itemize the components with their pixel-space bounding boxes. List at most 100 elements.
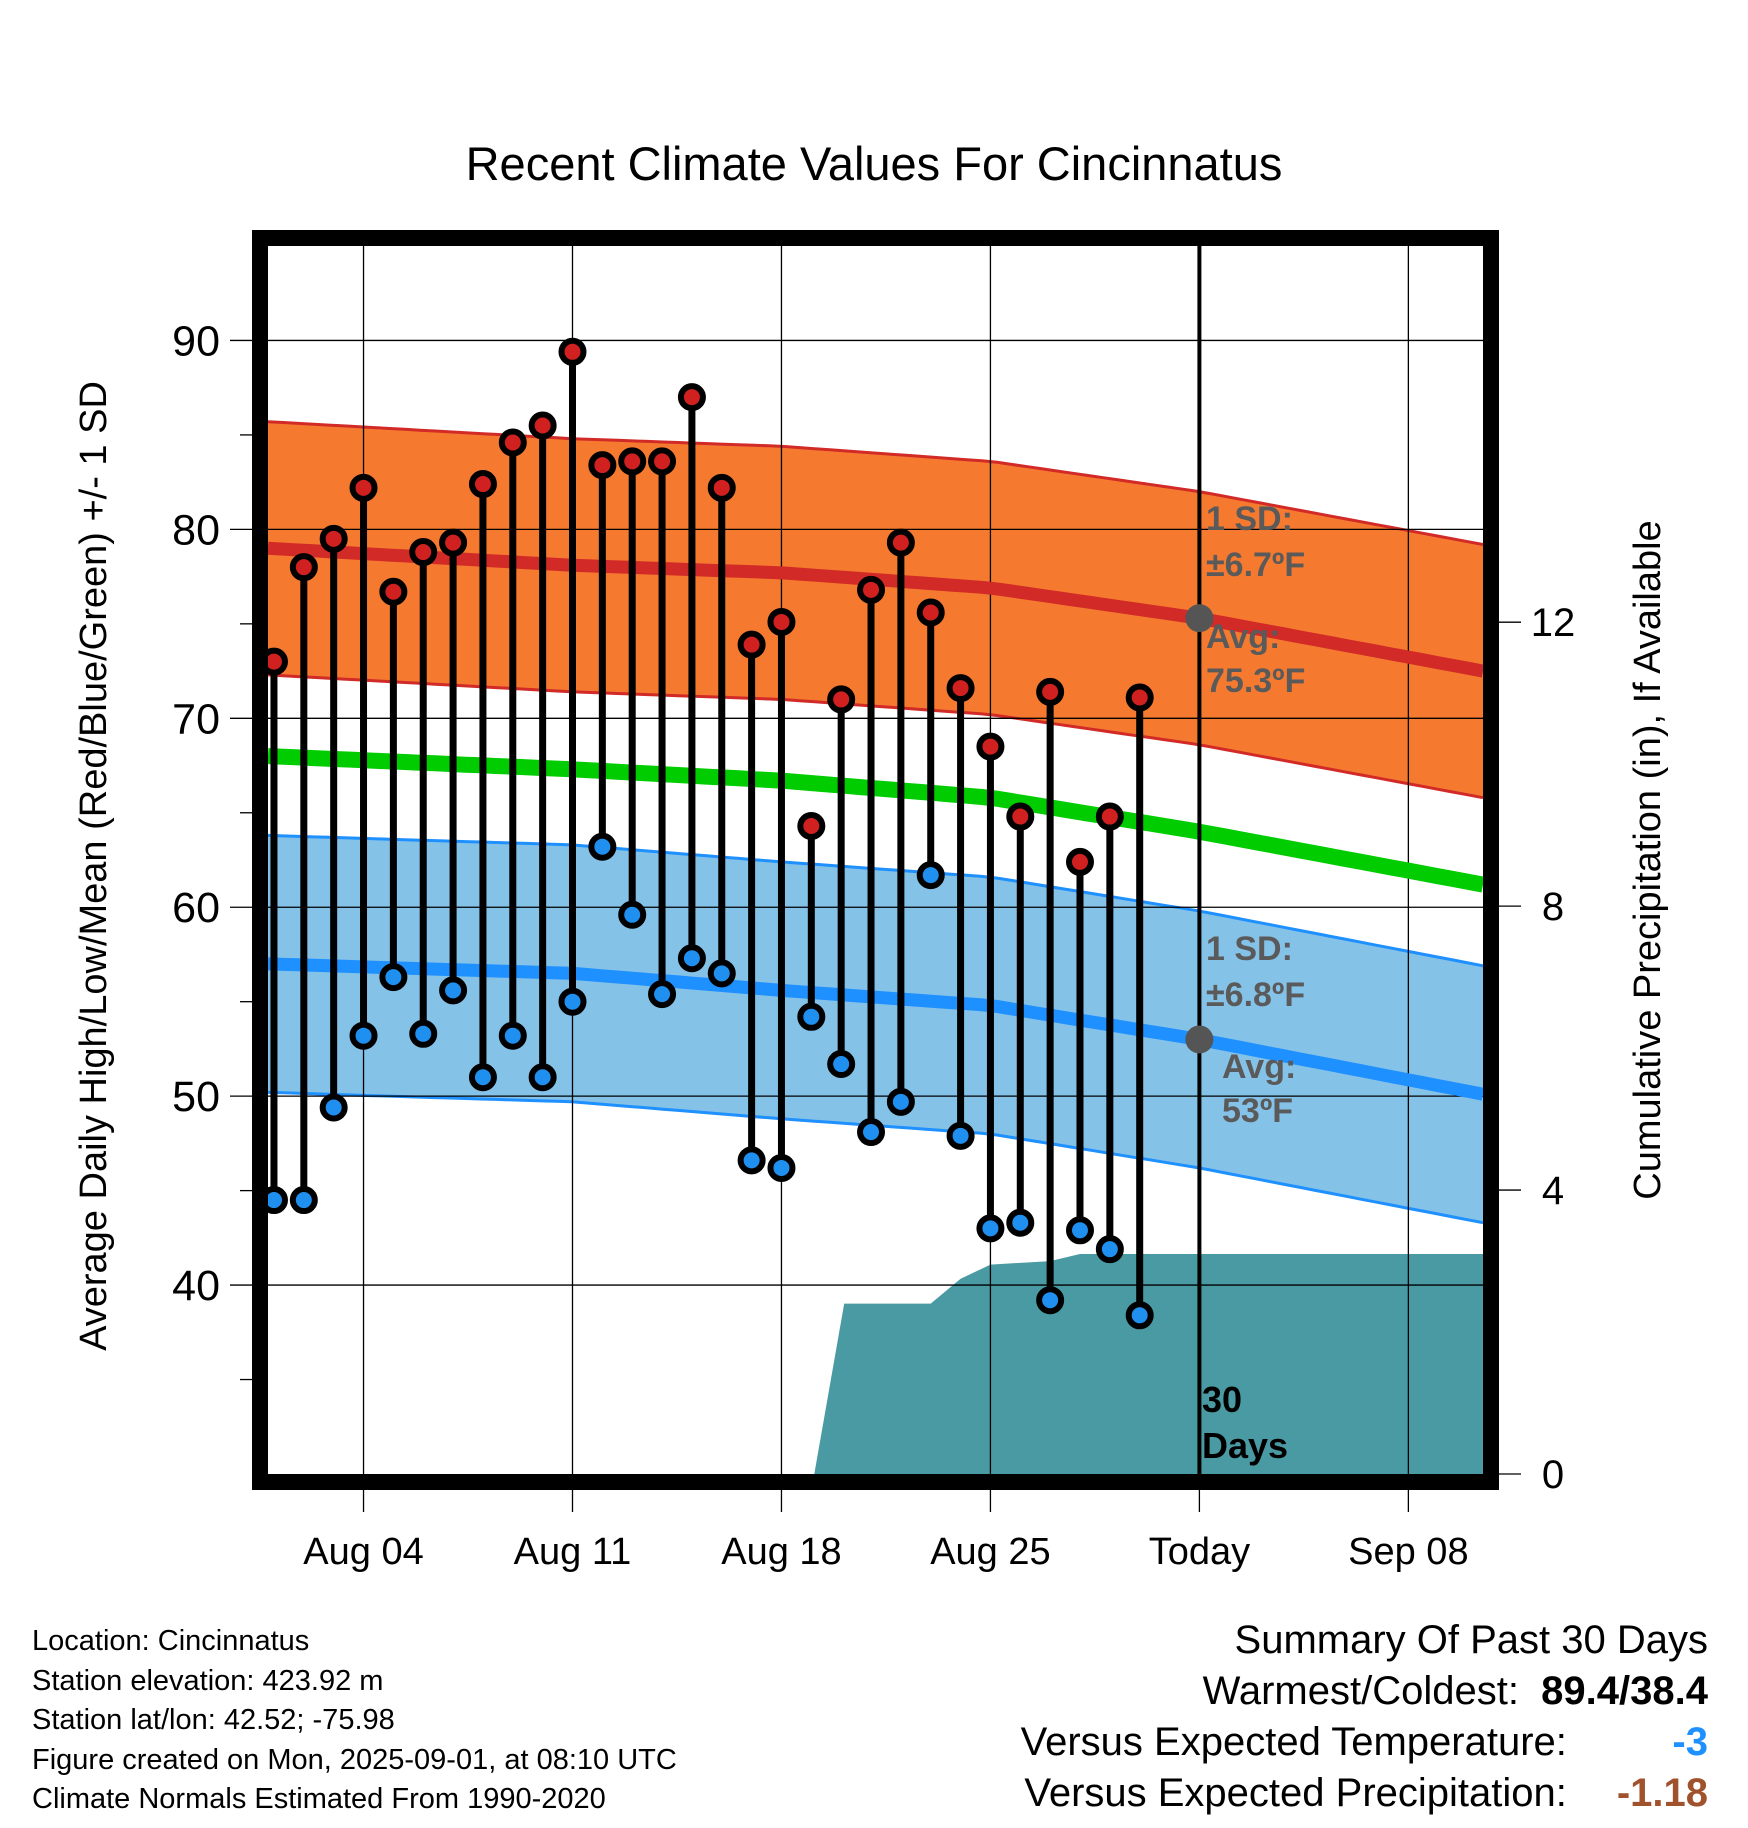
high-marker [737,630,766,659]
high-marker [618,447,647,476]
x-tick-label: Aug 11 [514,1531,632,1573]
warmest-value: 89.4/38.4 [1541,1669,1708,1713]
days-word: Days [1202,1425,1288,1466]
temp-label: Versus Expected Temperature: [1020,1720,1567,1764]
high-marker [1006,802,1035,831]
high-marker [498,428,527,457]
high-marker [886,528,915,557]
precipitation-area [814,1254,1483,1474]
low-marker [1095,1235,1124,1264]
low-marker [439,976,468,1005]
high-marker [1036,677,1065,706]
summary-temp-row: Versus Expected Temperature: -3 [1021,1717,1708,1768]
high-sd-label: 1 SD: [1206,500,1293,538]
low-marker [498,1021,527,1050]
normal-low-line [267,957,1485,1101]
high-marker [648,447,677,476]
high-marker [289,553,318,582]
high-marker [379,577,408,606]
summary-warmest-row: Warmest/Coldest: 89.4/38.4 [1021,1666,1708,1717]
y-axis-label: Average Daily High/Low/Mean (Red/Blue/Gr… [73,381,115,1351]
low-marker [379,963,408,992]
low-marker [528,1063,557,1092]
chart-title: Recent Climate Values For Cincinnatus [466,137,1283,190]
high-sd-value: ±6.7ºF [1206,546,1305,584]
warmest-label: Warmest/Coldest: [1202,1669,1519,1713]
y2-tick-label: 12 [1531,601,1576,645]
low-marker [648,980,677,1009]
high-marker [857,575,886,604]
high-marker [946,674,975,703]
high-marker [528,411,557,440]
high-marker [707,473,736,502]
created-text: Figure created on Mon, 2025-09-01, at 08… [32,1743,677,1776]
y-tick-label: 60 [172,884,220,932]
low-marker [1065,1216,1094,1245]
high-marker [468,470,497,499]
plot-border [252,230,1499,1490]
high-marker [1095,802,1124,831]
x-tick-label: Aug 18 [721,1531,841,1573]
y-tick-label: 90 [172,317,220,365]
high-marker [827,685,856,714]
normal-mean-line [267,748,1485,893]
plot-frame [252,230,1499,1490]
y-tick-label: 70 [172,695,220,743]
low-avg-label: Avg: [1222,1048,1296,1086]
low-marker [468,1063,497,1092]
x-tick-label: Sep 08 [1348,1531,1468,1573]
low-sd-upper-edge [267,833,1484,968]
days-count: 30 [1202,1379,1242,1420]
low-marker [886,1087,915,1116]
precip-label: Versus Expected Precipitation: [1024,1771,1567,1815]
station-info: Location: Cincinnatus Station elevation:… [32,1622,677,1820]
low-marker [677,944,706,973]
low-marker [767,1153,796,1182]
high-marker [767,607,796,636]
high-sd-upper-edge [267,420,1484,546]
high-marker [797,811,826,840]
normal-lines [267,246,1485,1474]
low-marker [976,1214,1005,1243]
low-marker [588,832,617,861]
y-tick-label: 50 [172,1073,220,1121]
high-marker [319,524,348,553]
low-marker [916,861,945,890]
high-marker [558,337,587,366]
high-avg-label: Avg: [1206,618,1280,656]
low-marker [1036,1286,1065,1315]
summary-panel: Summary Of Past 30 Days Warmest/Coldest:… [1021,1615,1708,1819]
temp-value: -3 [1672,1720,1708,1764]
high-avg-value: 75.3ºF [1206,662,1305,700]
low-marker [707,959,736,988]
high-marker [588,451,617,480]
high-marker [349,473,378,502]
low-marker [827,1050,856,1079]
today-low-normal-marker [1185,1025,1214,1054]
low-marker [1006,1208,1035,1237]
y-tick-label: 80 [172,506,220,554]
low-marker [797,1002,826,1031]
y2-tick-label: 0 [1542,1453,1564,1497]
y-tick-label: 40 [172,1262,220,1310]
location-text: Location: Cincinnatus [32,1625,310,1657]
annotations: 1 SD: ±6.7ºF Avg: 75.3ºF 1 SD: ±6.8ºF Avg: 53ºF… [1202,500,1305,1466]
y2-axis-label: Cumulative Precipitation (in), If Availa… [1627,520,1669,1199]
low-avg-value: 53ºF [1222,1092,1293,1130]
summary-precip-row: Versus Expected Precipitation: -1.18 [1021,1768,1708,1819]
y2-tick-label: 4 [1542,1169,1564,1213]
low-marker [319,1093,348,1122]
precip-value: -1.18 [1616,1771,1708,1815]
low-marker [409,1019,438,1048]
x-tick-label: Aug 04 [303,1531,423,1573]
low-marker [857,1118,886,1147]
y2-tick-label: 8 [1542,885,1564,929]
elevation-text: Station elevation: 423.92 m [32,1664,384,1697]
low-sd-label: 1 SD: [1206,930,1293,968]
daily-markers [259,337,1214,1330]
x-tick-label: Aug 25 [930,1531,1050,1573]
latlon-text: Station lat/lon: 42.52; -75.98 [32,1704,395,1736]
high-marker [1065,847,1094,876]
normals-text: Climate Normals Estimated From 1990-2020 [32,1783,606,1815]
